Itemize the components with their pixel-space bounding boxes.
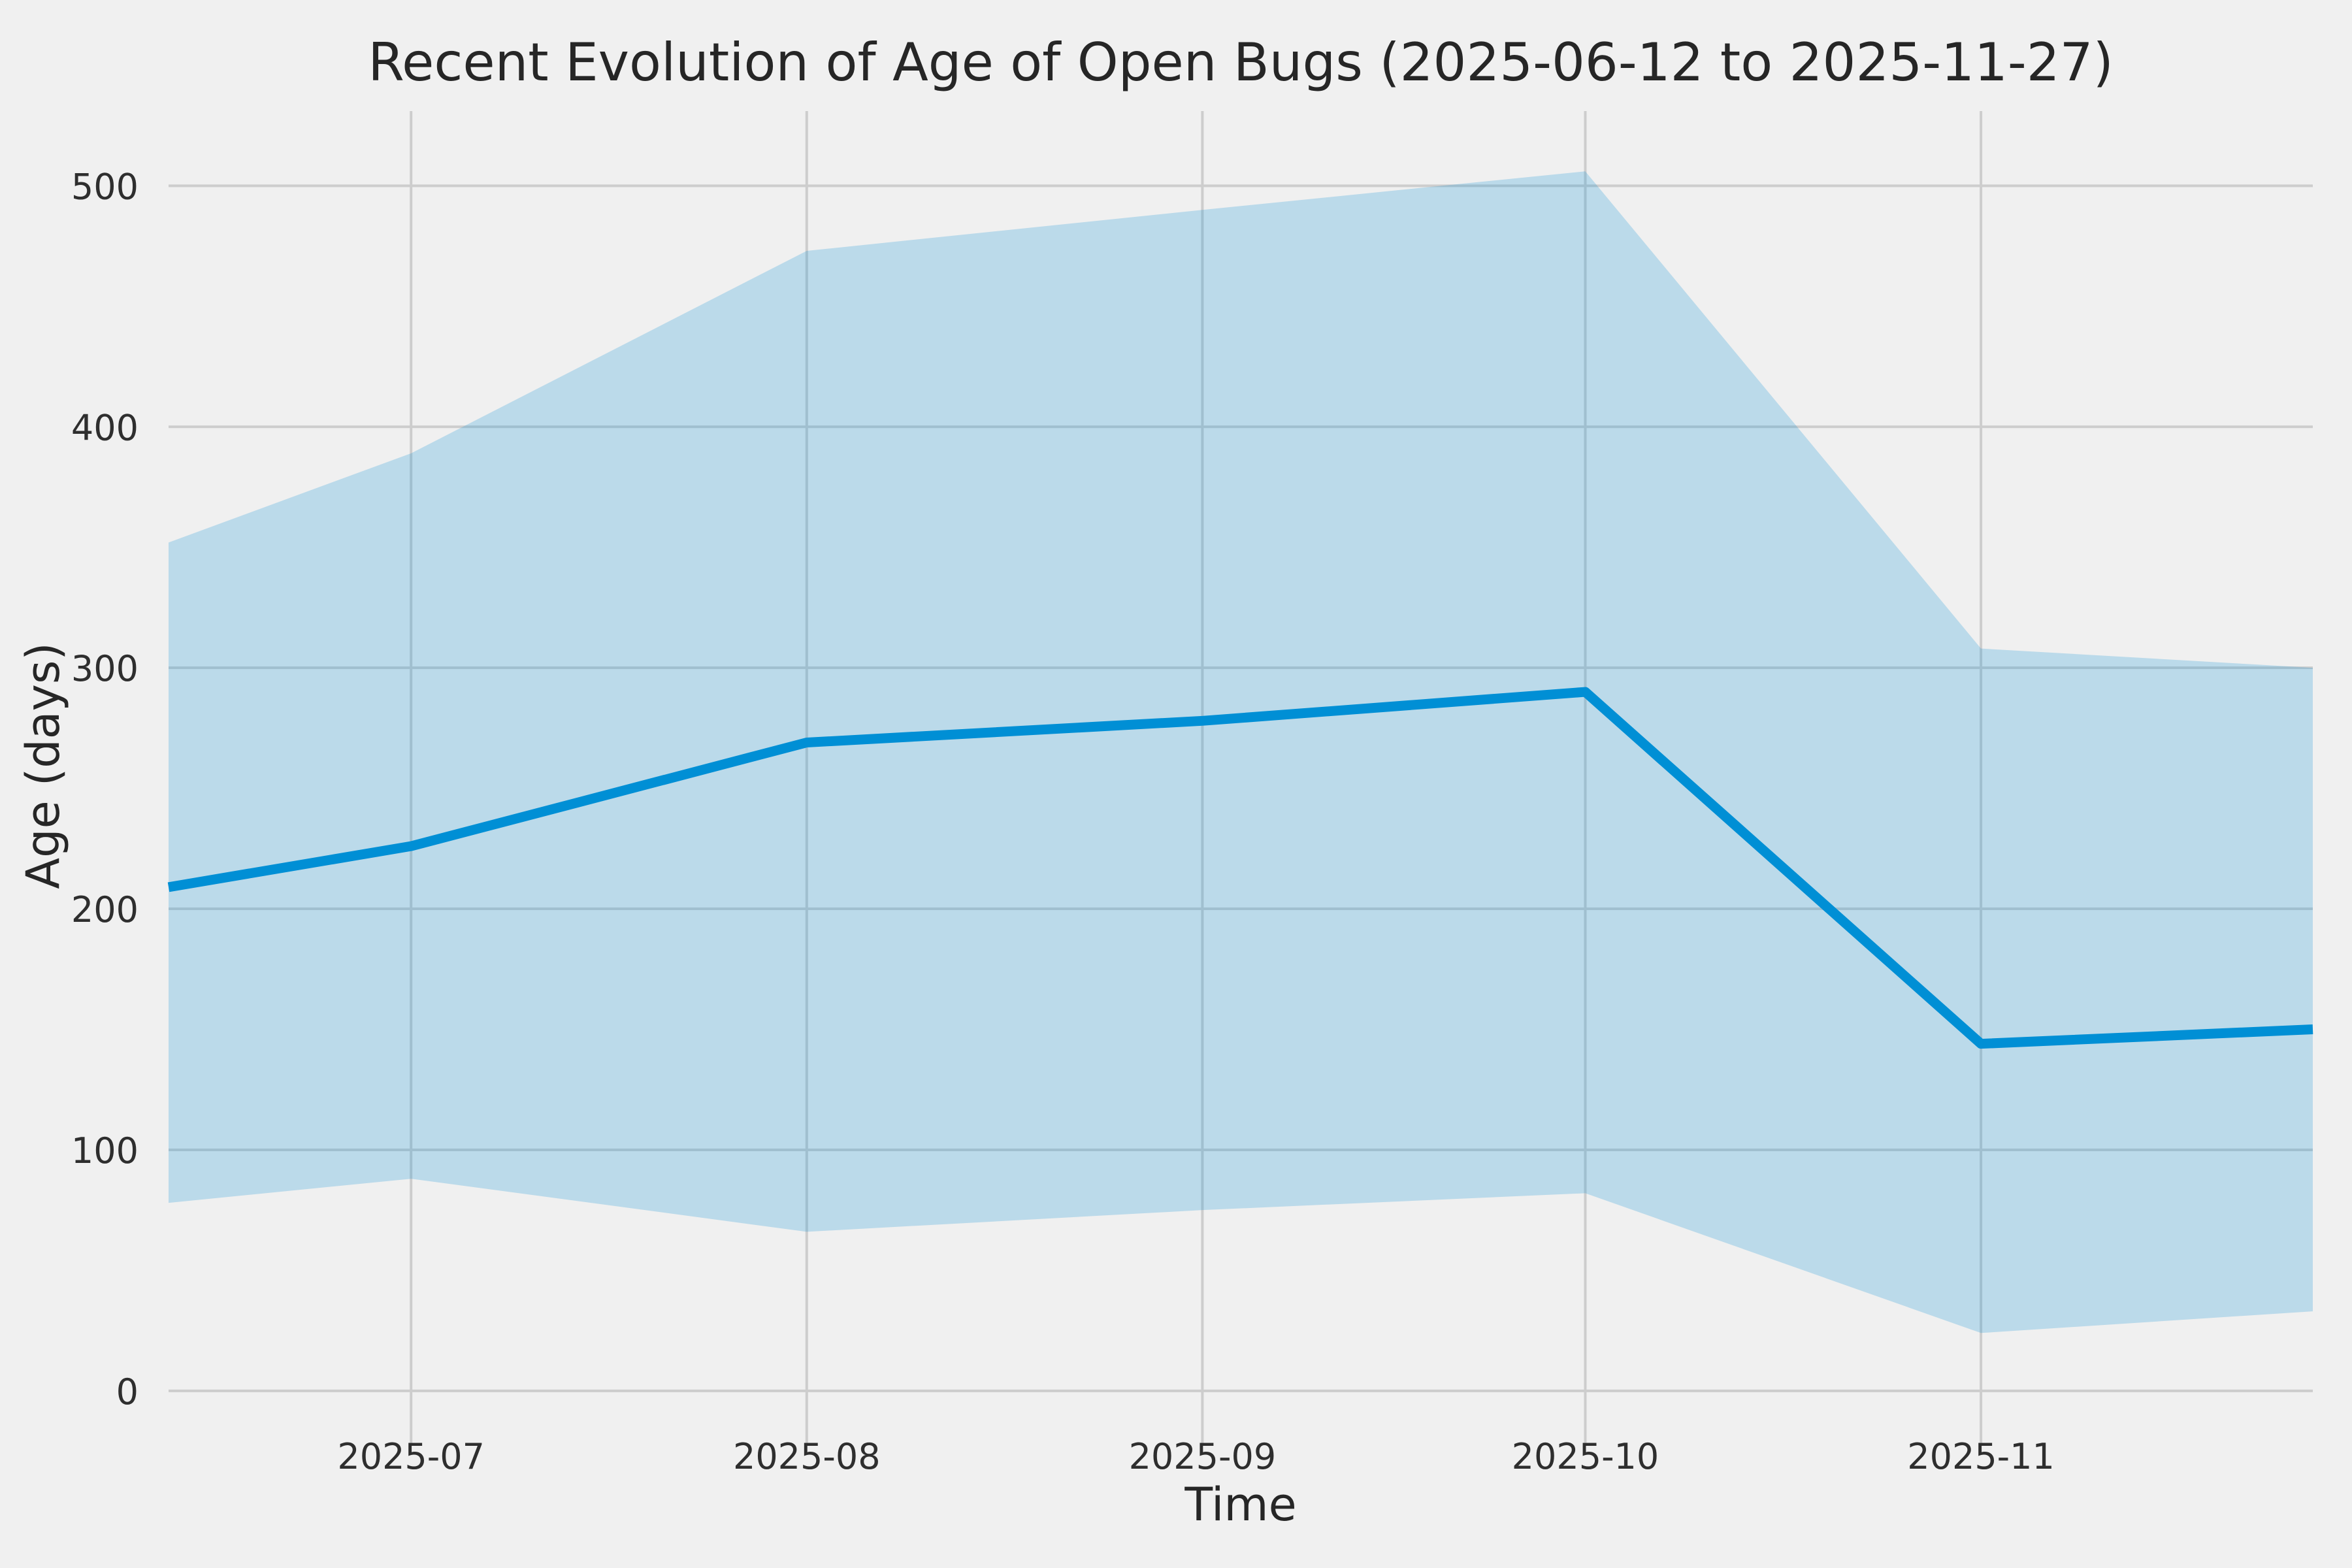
median-line [167,687,2313,1049]
y-tick-label: 200 [71,889,139,930]
y-tick-label: 400 [71,407,139,448]
y-axis-label: Age (days) [16,642,70,889]
y-tick-label: 100 [71,1130,139,1171]
x-tick-label: 2025-09 [1129,1436,1277,1477]
x-tick-label: 2025-11 [1907,1436,2055,1477]
y-tick-label: 300 [71,648,139,689]
x-tick-label: 2025-10 [1512,1436,1659,1477]
x-axis-label: Time [1184,1478,1297,1531]
y-tick-label: 500 [71,166,139,207]
y-tick-label: 0 [116,1371,139,1413]
chart-title: Recent Evolution of Age of Open Bugs (20… [368,32,2114,93]
confidence-band [169,171,2313,1333]
x-tick-label: 2025-07 [337,1436,485,1477]
x-tick-label: 2025-08 [733,1436,881,1477]
